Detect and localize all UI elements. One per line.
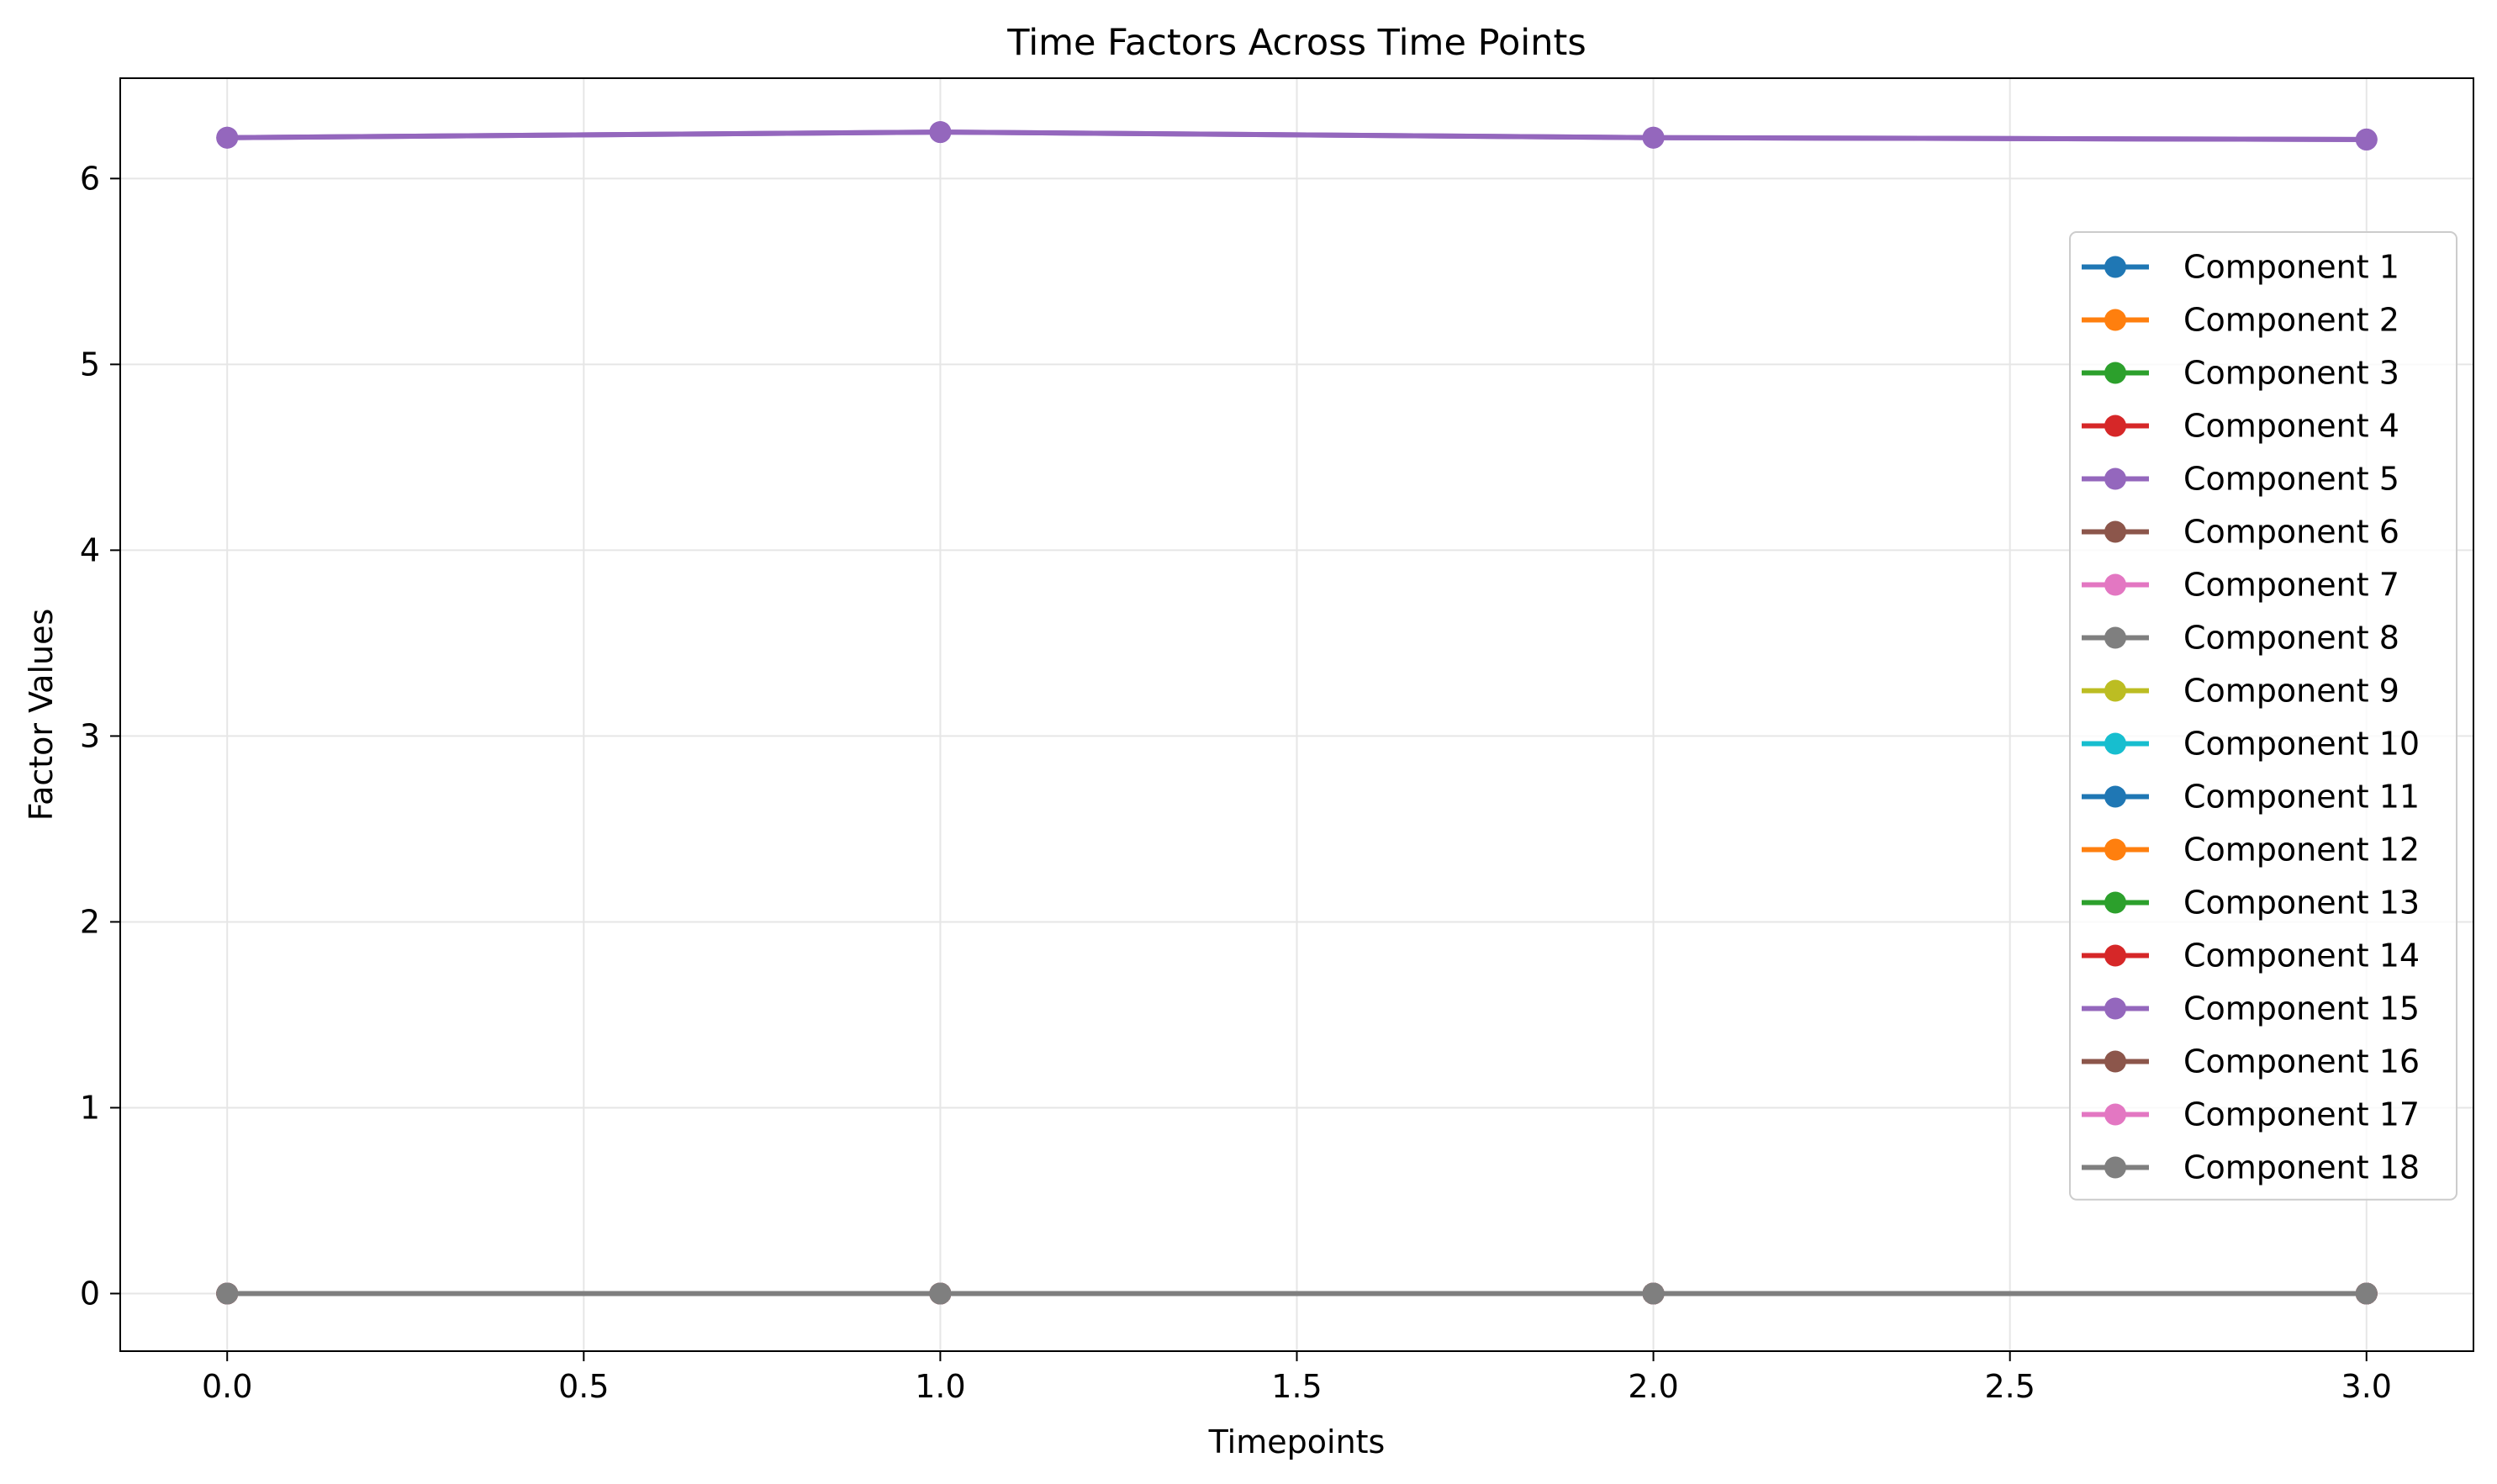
y-tick-label: 3 bbox=[80, 717, 100, 754]
x-tick-label: 1.0 bbox=[915, 1368, 965, 1405]
y-tick-label: 1 bbox=[80, 1089, 100, 1126]
legend-label: Component 5 bbox=[2183, 461, 2399, 498]
data-point bbox=[216, 126, 239, 149]
legend-label: Component 11 bbox=[2183, 779, 2420, 816]
legend-item: Component 7 bbox=[2082, 567, 2399, 604]
legend-label: Component 14 bbox=[2183, 937, 2420, 974]
legend-item: Component 8 bbox=[2082, 620, 2399, 657]
series-18 bbox=[216, 1282, 2378, 1305]
y-tick-label: 4 bbox=[80, 531, 100, 568]
legend-item: Component 9 bbox=[2082, 673, 2399, 710]
legend-marker bbox=[2104, 626, 2126, 649]
y-axis-ticks: 0 1 2 3 4 5 6 bbox=[80, 160, 120, 1312]
legend-label: Component 13 bbox=[2183, 885, 2420, 922]
x-tick-label: 0.0 bbox=[202, 1368, 252, 1405]
legend-label: Component 12 bbox=[2183, 832, 2420, 869]
legend-marker bbox=[2104, 520, 2126, 543]
x-axis-label: Timepoints bbox=[1208, 1423, 1386, 1460]
y-tick-label: 2 bbox=[80, 903, 100, 940]
legend-label: Component 15 bbox=[2183, 990, 2420, 1027]
legend-marker bbox=[2104, 838, 2126, 861]
legend-label: Component 17 bbox=[2183, 1096, 2420, 1133]
x-axis-ticks: 0.0 0.5 1.0 1.5 2.0 2.5 3.0 bbox=[202, 1351, 2392, 1405]
legend-item: Component 6 bbox=[2082, 514, 2399, 551]
legend-item: Component 17 bbox=[2082, 1096, 2420, 1133]
legend-label: Component 6 bbox=[2183, 514, 2399, 551]
legend-label: Component 2 bbox=[2183, 302, 2399, 339]
legend-item: Component 4 bbox=[2082, 408, 2399, 445]
data-point bbox=[2355, 128, 2378, 151]
legend-marker bbox=[2104, 309, 2126, 331]
x-tick-label: 3.0 bbox=[2341, 1368, 2392, 1405]
legend-label: Component 7 bbox=[2183, 567, 2399, 604]
chart-title: Time Factors Across Time Points bbox=[1006, 22, 1586, 64]
series-layer bbox=[216, 121, 2378, 1305]
legend-item: Component 3 bbox=[2082, 355, 2399, 392]
legend-marker bbox=[2104, 679, 2126, 702]
legend: Component 1 Component 2 Component 3 Compone… bbox=[2069, 231, 2457, 1201]
legend-label: Component 10 bbox=[2183, 726, 2420, 763]
y-tick-label: 0 bbox=[80, 1275, 100, 1312]
legend-marker bbox=[2104, 362, 2126, 384]
legend-label: Component 1 bbox=[2183, 249, 2399, 286]
legend-item: Component 1 bbox=[2082, 249, 2399, 286]
legend-label: Component 18 bbox=[2183, 1149, 2420, 1186]
legend-marker bbox=[2104, 573, 2126, 596]
legend-marker bbox=[2104, 1050, 2126, 1073]
legend-marker bbox=[2104, 1156, 2126, 1179]
data-point bbox=[216, 1282, 239, 1305]
data-point bbox=[1642, 126, 1665, 149]
legend-item: Component 18 bbox=[2082, 1149, 2420, 1186]
y-tick-label: 6 bbox=[80, 160, 100, 197]
legend-marker bbox=[2104, 891, 2126, 914]
x-tick-label: 0.5 bbox=[558, 1368, 609, 1405]
legend-item: Component 5 bbox=[2082, 461, 2399, 498]
legend-box bbox=[2069, 231, 2457, 1201]
legend-item: Component 2 bbox=[2082, 302, 2399, 339]
x-tick-label: 1.5 bbox=[1271, 1368, 1322, 1405]
legend-marker bbox=[2104, 256, 2126, 278]
legend-label: Component 9 bbox=[2183, 673, 2399, 710]
y-tick-label: 5 bbox=[80, 346, 100, 383]
legend-marker bbox=[2104, 467, 2126, 490]
legend-marker bbox=[2104, 732, 2126, 755]
legend-marker bbox=[2104, 944, 2126, 967]
legend-label: Component 4 bbox=[2183, 408, 2399, 445]
y-axis-label: Factor Values bbox=[23, 609, 60, 821]
series-line bbox=[227, 129, 2367, 142]
legend-marker bbox=[2104, 997, 2126, 1020]
legend-item: Component 13 bbox=[2082, 885, 2420, 922]
legend-marker bbox=[2104, 1103, 2126, 1126]
data-point bbox=[1642, 1282, 1665, 1305]
data-point bbox=[929, 1282, 952, 1305]
legend-item: Component 15 bbox=[2082, 990, 2420, 1027]
legend-item: Component 11 bbox=[2082, 779, 2420, 816]
legend-item: Component 10 bbox=[2082, 726, 2420, 763]
legend-marker bbox=[2104, 785, 2126, 808]
legend-label: Component 3 bbox=[2183, 355, 2399, 392]
legend-item: Component 16 bbox=[2082, 1043, 2420, 1080]
x-tick-label: 2.0 bbox=[1628, 1368, 1678, 1405]
data-point bbox=[929, 121, 952, 144]
series-15 bbox=[216, 121, 2378, 151]
x-tick-label: 2.5 bbox=[1984, 1368, 2035, 1405]
legend-label: Component 16 bbox=[2183, 1043, 2420, 1080]
data-point bbox=[2355, 1282, 2378, 1305]
legend-item: Component 14 bbox=[2082, 937, 2420, 974]
legend-marker bbox=[2104, 415, 2126, 437]
legend-label: Component 8 bbox=[2183, 620, 2399, 657]
legend-item: Component 12 bbox=[2082, 832, 2420, 869]
